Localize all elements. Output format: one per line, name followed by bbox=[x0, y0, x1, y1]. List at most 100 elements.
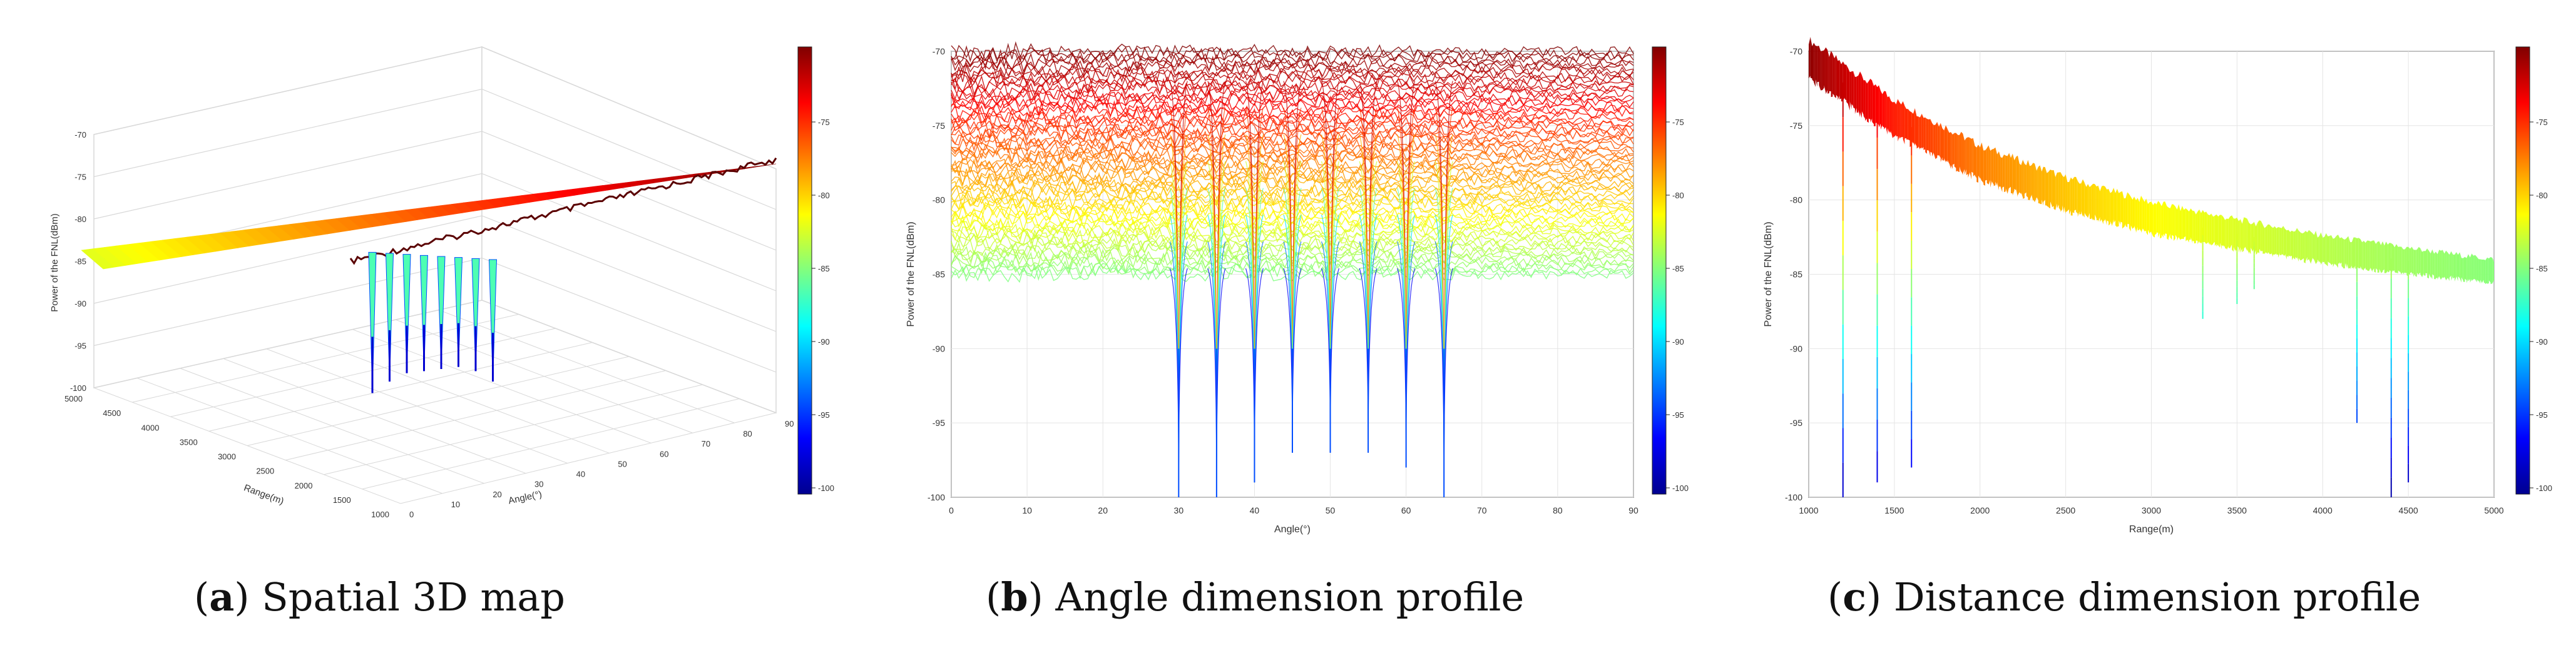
c-band-segment bbox=[2376, 241, 2378, 270]
c-band-segment bbox=[2372, 240, 2374, 271]
c-band-segment bbox=[2298, 230, 2301, 261]
a-x-tick-label: 50 bbox=[618, 459, 626, 468]
c-band-segment bbox=[2048, 170, 2050, 209]
b-x-tick-label: 60 bbox=[1401, 505, 1411, 515]
c-band-segment bbox=[1882, 91, 1884, 128]
c-band-segment bbox=[2007, 153, 2010, 194]
c-band-segment bbox=[2488, 256, 2491, 283]
c-band-segment bbox=[1932, 123, 1934, 156]
c-band-segment bbox=[1851, 71, 1854, 106]
a-z-gridline bbox=[93, 88, 777, 210]
b-trace bbox=[951, 152, 1634, 171]
caption-b-label: b bbox=[1001, 574, 1028, 620]
c-colorbar bbox=[2515, 46, 2530, 495]
c-colorbar-label: -90 bbox=[2536, 337, 2548, 347]
c-band-segment bbox=[2460, 252, 2461, 283]
b-trace bbox=[951, 100, 1634, 119]
b-trace bbox=[951, 233, 1634, 251]
c-band-segment bbox=[2274, 226, 2277, 255]
b-trace bbox=[951, 106, 1634, 124]
c-band-segment bbox=[2272, 226, 2275, 255]
c-band-segment bbox=[1898, 99, 1900, 142]
c-band-segment bbox=[2038, 165, 2040, 204]
panel-spatial-3d-map: -70 -75 -80 -85 -90 -95 -100 Power of the FNL(d… bbox=[49, 46, 834, 519]
a-floor-gridline bbox=[324, 384, 703, 475]
b-x-tick-label: 30 bbox=[1174, 505, 1184, 515]
c-band-segment bbox=[2221, 215, 2224, 247]
c-band-segment bbox=[1886, 91, 1888, 134]
caption-c: (c) Distance dimension profile bbox=[1827, 574, 2421, 620]
a-notch-spike-body bbox=[437, 256, 446, 370]
b-x-tick-label: 40 bbox=[1250, 505, 1260, 515]
c-band-segment bbox=[2204, 211, 2207, 245]
c-band-segment bbox=[2336, 235, 2338, 268]
caption-a: (a) Spatial 3D map bbox=[194, 574, 565, 620]
c-band-segment bbox=[2083, 179, 2085, 218]
caption-b-text: Angle dimension profile bbox=[1055, 574, 1525, 620]
b-trace bbox=[951, 41, 1634, 61]
c-band-segment bbox=[2276, 227, 2279, 255]
c-band-segment bbox=[2035, 163, 2037, 203]
b-colorbar-label: -75 bbox=[1672, 118, 1684, 127]
c-colorbar-label: -100 bbox=[2536, 483, 2552, 493]
b-y-tick-label: -95 bbox=[933, 418, 945, 428]
c-band-segment bbox=[1884, 91, 1886, 129]
b-trace bbox=[951, 204, 1634, 221]
c-band-segment bbox=[2129, 194, 2131, 232]
b-x-axis-label: Angle(°) bbox=[1274, 524, 1311, 535]
a-z-gridline bbox=[93, 46, 777, 170]
a-surface-band bbox=[764, 163, 777, 166]
b-y-tick-label: -80 bbox=[933, 195, 945, 205]
c-band-segment bbox=[2403, 249, 2405, 275]
b-trace bbox=[951, 251, 1634, 271]
c-band-segment bbox=[2468, 254, 2470, 281]
c-band-segment bbox=[2434, 251, 2436, 280]
b-trace bbox=[951, 164, 1634, 184]
c-band-segment bbox=[1870, 78, 1873, 123]
c-band-segment bbox=[1937, 122, 1940, 156]
c-band-segment bbox=[2023, 159, 2025, 199]
c-band-segment bbox=[2439, 250, 2441, 280]
b-trace bbox=[951, 110, 1634, 129]
c-band-segment bbox=[2161, 201, 2164, 238]
b-trace bbox=[951, 145, 1634, 164]
c-band-segment bbox=[1829, 51, 1831, 91]
a-z-tick-label: -95 bbox=[74, 342, 86, 351]
c-band-segment bbox=[2456, 252, 2458, 281]
c-band-segment bbox=[2461, 258, 2463, 281]
c-band-segment bbox=[1831, 51, 1833, 98]
b-x-tick-label: 90 bbox=[1628, 505, 1638, 515]
c-band-segment bbox=[1961, 131, 1963, 175]
c-band-segment bbox=[2163, 201, 2165, 236]
c-band-segment bbox=[2410, 246, 2412, 273]
a-z-tick-label: -85 bbox=[74, 257, 86, 266]
c-band-segment bbox=[2158, 201, 2160, 238]
c-band-segment bbox=[2062, 175, 2064, 213]
c-band-segment bbox=[2318, 236, 2319, 263]
c-band-segment bbox=[1810, 37, 1812, 79]
c-band-segment bbox=[2388, 243, 2389, 273]
a-notch-spike-body bbox=[454, 257, 463, 367]
a-colorbar-label: -75 bbox=[818, 118, 830, 127]
c-band-segment bbox=[2311, 231, 2313, 265]
c-band-segment bbox=[1821, 51, 1822, 91]
a-notch-spike bbox=[454, 257, 463, 367]
a-floor-gridline bbox=[93, 300, 483, 388]
c-y-tick-label: -85 bbox=[1790, 270, 1802, 280]
c-band-segment bbox=[1933, 124, 1936, 159]
a-floor-gridline bbox=[247, 356, 630, 446]
c-band-segment bbox=[2135, 198, 2138, 233]
a-floor-gridline bbox=[400, 412, 777, 504]
b-x-tick-label: 20 bbox=[1098, 505, 1108, 515]
c-band-segment bbox=[2009, 153, 2011, 189]
c-band-segment bbox=[2398, 246, 2400, 273]
c-band-segment bbox=[2473, 255, 2475, 280]
c-band-segment bbox=[2149, 201, 2152, 233]
c-band-segment bbox=[2144, 198, 2147, 231]
c-band-segment bbox=[2053, 170, 2056, 210]
c-band-segment bbox=[2207, 214, 2210, 245]
b-trace bbox=[951, 90, 1634, 109]
c-band-segment bbox=[2190, 208, 2193, 243]
c-band-segment bbox=[1874, 84, 1876, 126]
c-band-segment bbox=[2257, 220, 2259, 253]
